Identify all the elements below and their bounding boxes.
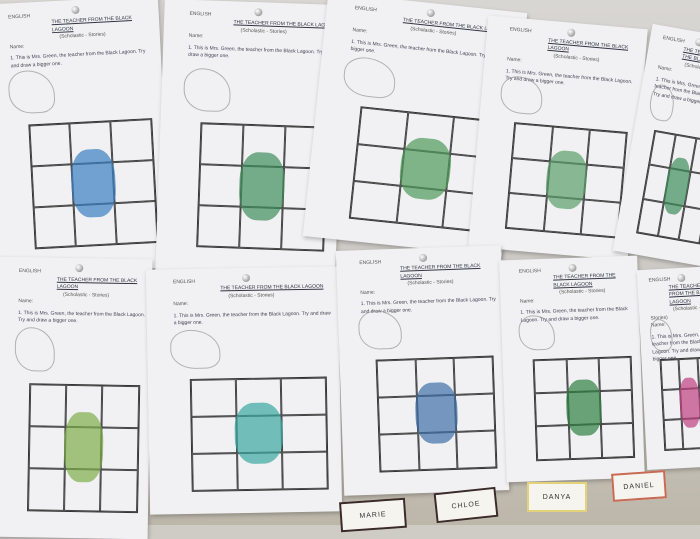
worksheet-subtitle: (Scholastic - Stories) [559,288,606,296]
name-label: Name: [506,56,522,64]
example-drawing [341,55,398,100]
worksheet-title: THE TEACHER FROM THE BLACK LAGOON [400,263,481,280]
worksheet: ENGLISH THE TEACHER FROM THE BLACK LAGOO… [636,266,700,470]
worksheet: ENGLISH THE TEACHER FROM THE BLACK LAGOO… [0,256,153,539]
name-label: Name: [360,289,376,296]
name-label: Name: [9,43,25,51]
worksheet-subtitle: (Scholastic - Stories) [683,61,700,76]
child-drawing [69,147,117,218]
subject-label: ENGLISH [18,268,41,275]
subject-label: ENGLISH [189,10,212,18]
child-drawing [238,151,286,221]
worksheet-subtitle: (Scholastic - Stories) [407,279,454,287]
worksheet-subtitle: (Scholastic - Stories) [228,292,275,300]
worksheet-subtitle: (Scholastic - Stories) [59,31,106,41]
name-card: MARIE [339,497,407,533]
worksheet-subtitle: (Scholastic - Stories) [240,27,287,36]
child-drawing [565,379,602,436]
task-text: 1. This is Mrs. Green, the teacher from … [10,48,146,70]
task-text: 1. This is Mrs. Green, the teacher from … [187,44,334,60]
task-text: 1. This is Mrs. Green, the teacher from … [173,310,331,327]
subject-label: ENGLISH [648,276,671,284]
task-text: 1. This is Mrs. Green, the teacher from … [17,309,146,325]
example-drawing [357,309,403,351]
name-label: Name: [657,64,673,74]
child-drawing [234,402,284,465]
worksheet-header: ENGLISH THE TEACHER FROM THE BLACK LAGOO… [359,255,496,316]
worksheet-title: THE TEACHER FROM THE BLACK LAGOON [552,272,616,289]
worksheet-header: ENGLISH THE TEACHER FROM THE BLACK LAGOO… [18,268,146,327]
subject-label: ENGLISH [354,4,378,14]
subject-label: ENGLISH [8,13,31,21]
worksheet: ENGLISH THE TEACHER FROM THE BLACK LAGOO… [499,255,645,483]
child-drawing [63,411,104,483]
subject-label: ENGLISH [518,267,541,275]
worksheet-title: THE TEACHER FROM THE BLACK LAGOON [56,276,138,291]
example-drawing [169,329,221,370]
worksheet-title: THE TEACHER FROM THE BLACK LAGOON [668,282,700,306]
example-drawing [14,326,56,372]
child-drawing [678,377,700,429]
subject-label: ENGLISH [172,278,195,286]
name-label: Name: [173,301,189,308]
worksheet-title: THE TEACHER FROM THE BLACK LAGOON [220,283,324,292]
subject-label: ENGLISH [359,259,382,266]
worksheet-header: ENGLISH THE TEACHER FROM THE BLACK LAGOO… [188,11,337,65]
worksheet: ENGLISH THE TEACHER FROM THE BLACK LAGOO… [0,0,172,277]
example-drawing [182,67,231,113]
name-label: Name: [188,33,204,40]
name-card: DANYA [527,482,587,512]
name-card: DANIEL [611,470,667,502]
subject-label: ENGLISH [509,26,532,35]
name-label: Name: [352,27,368,35]
subject-label: ENGLISH [662,35,686,45]
worksheet: ENGLISH THE TEACHER FROM THE BLACK LAGOO… [145,266,343,515]
name-label: Name: [519,298,535,305]
child-drawing [414,381,459,445]
example-drawing [7,69,56,115]
worksheet: ENGLISH THE TEACHER FROM THE BLACK LAGOO… [335,245,510,496]
name-label: Name: [18,298,34,305]
worksheet-subtitle: (Scholastic - Stories) [62,291,110,299]
worksheet-header: ENGLISH THE TEACHER FROM THE BLACK LAGOO… [173,276,331,328]
worksheet-header: ENGLISH THE TEACHER FROM THE BLACK LAGOO… [8,7,154,71]
